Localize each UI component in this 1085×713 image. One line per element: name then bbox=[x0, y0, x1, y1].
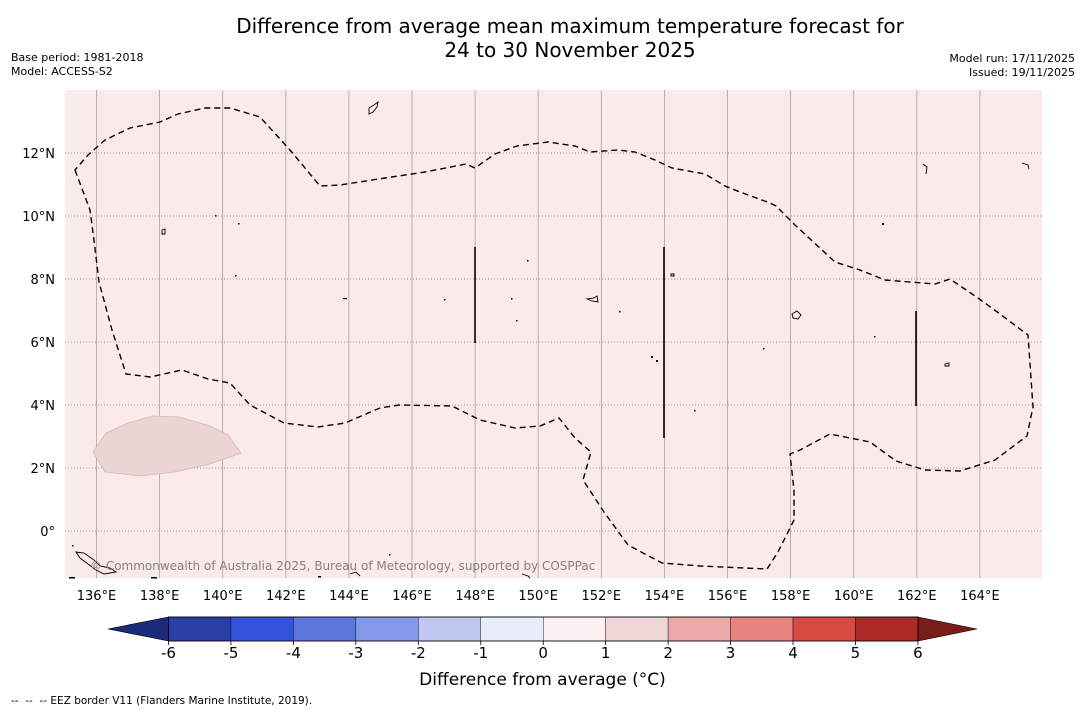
colorbar-label--5: -5 bbox=[223, 644, 238, 662]
colorbar-bin-6 bbox=[480, 616, 544, 642]
base-period-text: Base period: 1981-2018 bbox=[11, 51, 144, 64]
colorbar-label--6: -6 bbox=[161, 644, 176, 662]
lon-label-138e: 138°E bbox=[140, 589, 180, 604]
colorbar-extend-high bbox=[917, 616, 978, 642]
lat-label-0: 0° bbox=[40, 525, 55, 540]
lat-label-10n: 10°N bbox=[22, 210, 55, 225]
colorbar-bin-9 bbox=[667, 616, 731, 642]
lon-label-154e: 154°E bbox=[645, 589, 685, 604]
colorbar-label-5: 5 bbox=[851, 644, 861, 662]
colorbar-bin-7 bbox=[543, 616, 606, 642]
model-run-text: Model run: 17/11/2025 bbox=[949, 52, 1075, 65]
colorbar-bin-1 bbox=[168, 616, 232, 642]
colorbar-bin-4 bbox=[355, 616, 419, 642]
issued-text: Issued: 19/11/2025 bbox=[968, 66, 1075, 79]
lon-label-164e: 164°E bbox=[960, 589, 1000, 604]
colorbar-label--2: -2 bbox=[411, 644, 426, 662]
colorbar bbox=[107, 616, 978, 642]
lat-label-6n: 6°N bbox=[31, 336, 56, 351]
map-title: Difference from average mean maximum tem… bbox=[0, 14, 1085, 62]
lon-label-142e: 142°E bbox=[266, 589, 306, 604]
colorbar-bin-5 bbox=[418, 616, 481, 642]
lat-label-4n: 4°N bbox=[31, 399, 56, 414]
model-text: Model: ACCESS-S2 bbox=[11, 65, 113, 78]
colorbar-label-0: 0 bbox=[538, 644, 548, 662]
colorbar-title: Difference from average (°C) bbox=[419, 670, 666, 690]
lat-label-12n: 12°N bbox=[22, 147, 55, 162]
lon-label-162e: 162°E bbox=[897, 589, 937, 604]
colorbar-bin-2 bbox=[230, 616, 294, 642]
lon-label-144e: 144°E bbox=[329, 589, 369, 604]
latitude-labels: 12°N 10°N 8°N 6°N 4°N 2°N 0° bbox=[22, 147, 55, 540]
lon-label-140e: 140°E bbox=[203, 589, 243, 604]
lon-label-146e: 146°E bbox=[392, 589, 432, 604]
colorbar-tick-labels: -6 -5 -4 -3 -2 -1 0 1 2 3 4 5 6 bbox=[161, 641, 923, 662]
lon-label-160e: 160°E bbox=[834, 589, 874, 604]
lon-label-152e: 152°E bbox=[582, 589, 622, 604]
colorbar-label-4: 4 bbox=[788, 644, 798, 662]
eez-border bbox=[74, 107, 1034, 570]
colorbar-label--1: -1 bbox=[473, 644, 488, 662]
colorbar-label-6: 6 bbox=[913, 644, 923, 662]
colorbar-label-2: 2 bbox=[663, 644, 673, 662]
meta-left: Base period: 1981-2018 Model: ACCESS-S2 bbox=[11, 51, 143, 79]
copyright-text: © Commonwealth of Australia 2025, Bureau… bbox=[90, 559, 595, 573]
island-dots bbox=[69, 215, 884, 579]
colorbar-extend-low bbox=[107, 616, 169, 642]
lon-label-136e: 136°E bbox=[77, 589, 117, 604]
lon-label-158e: 158°E bbox=[771, 589, 811, 604]
islands bbox=[75, 100, 1030, 579]
colorbar-label-1: 1 bbox=[601, 644, 611, 662]
eez-footnote: -- -- -- EEZ border V11 (Flanders Marine… bbox=[11, 695, 313, 707]
colorbar-label--4: -4 bbox=[286, 644, 301, 662]
colorbar-bin-3 bbox=[293, 616, 357, 642]
lat-label-2n: 2°N bbox=[31, 462, 56, 477]
colorbar-bin-10 bbox=[730, 616, 794, 642]
lat-label-8n: 8°N bbox=[31, 273, 56, 288]
lon-label-150e: 150°E bbox=[518, 589, 558, 604]
lon-label-156e: 156°E bbox=[708, 589, 748, 604]
colorbar-bin-8 bbox=[605, 616, 669, 642]
longitude-labels: 136°E 138°E 140°E 142°E 144°E 146°E 148°E 150°E… bbox=[77, 589, 1000, 604]
title-line-2: 24 to 30 November 2025 bbox=[444, 38, 696, 62]
colorbar-bin-12 bbox=[855, 616, 919, 642]
colorbar-label--3: -3 bbox=[348, 644, 363, 662]
colorbar-bin-11 bbox=[792, 616, 856, 642]
shaded-region bbox=[92, 415, 242, 477]
title-line-1: Difference from average mean maximum tem… bbox=[236, 14, 904, 38]
lon-label-148e: 148°E bbox=[455, 589, 495, 604]
meta-right: Model run: 17/11/2025 Issued: 19/11/2025 bbox=[949, 52, 1075, 80]
graticule bbox=[65, 90, 1042, 578]
map-background bbox=[65, 90, 1042, 578]
colorbar-label-3: 3 bbox=[726, 644, 736, 662]
